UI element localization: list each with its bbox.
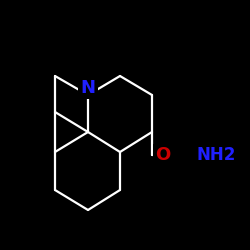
Text: NH2: NH2 bbox=[197, 146, 236, 164]
Text: O: O bbox=[156, 146, 170, 164]
Text: N: N bbox=[80, 79, 96, 97]
